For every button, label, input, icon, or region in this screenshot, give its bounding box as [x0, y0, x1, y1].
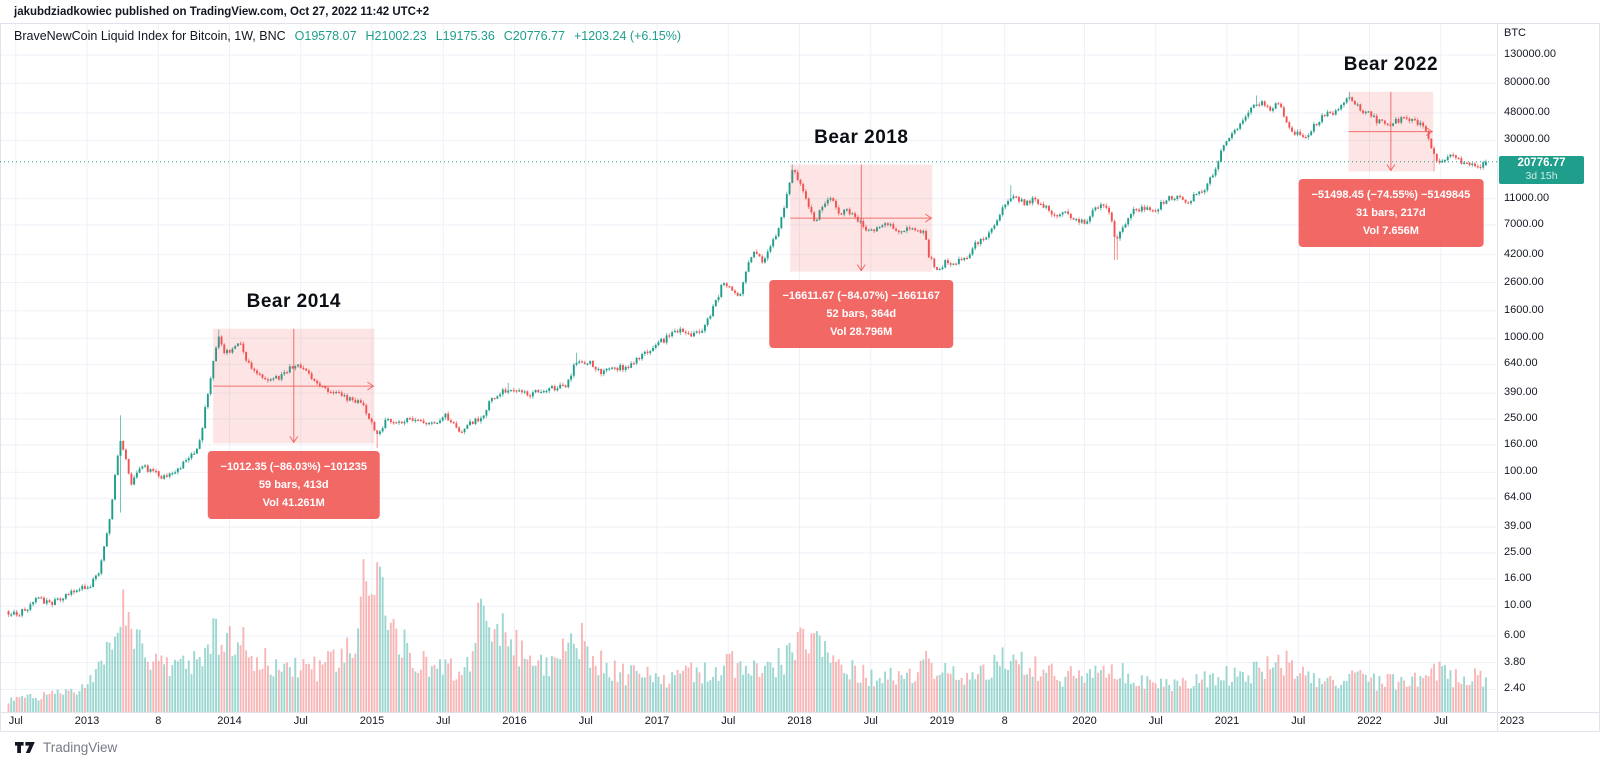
- time-axis-label: 2023: [1499, 715, 1525, 727]
- ohlc-close: C20776.77: [503, 29, 565, 43]
- attribution-text: jakubdziadkowiec published on TradingVie…: [14, 5, 430, 18]
- price-axis-label: 4200.00: [1504, 247, 1544, 260]
- price-axis-label: 30000.00: [1504, 133, 1550, 146]
- time-axis-label: Jul: [863, 715, 878, 727]
- time-axis-label: Jul: [578, 715, 593, 727]
- time-axis-label: Jul: [436, 715, 451, 727]
- time-axis-label: Jul: [8, 715, 23, 727]
- price-axis-label: 7000.00: [1504, 218, 1544, 231]
- time-axis-label: 2019: [929, 715, 955, 727]
- measure-bars: 52 bars, 364d: [826, 307, 897, 320]
- tradingview-logo-text[interactable]: TradingView: [43, 740, 118, 755]
- time-axis-label: Jul: [1433, 715, 1448, 727]
- measure-label-bear-2014[interactable]: −1012.35 (−86.03%) −101235 59 bars, 413d…: [207, 451, 381, 520]
- price-axis-label: 1600.00: [1504, 303, 1544, 316]
- time-axis-label: 8: [1001, 715, 1008, 727]
- price-axis-label: 2600.00: [1504, 275, 1544, 288]
- price-axis-unit: BTC: [1504, 27, 1526, 39]
- time-axis-label: 2018: [787, 715, 812, 727]
- measure-change: −51498.45 (−74.55%) −5149845: [1311, 189, 1471, 202]
- ohlc-change: +1203.24 (+6.15%): [573, 29, 681, 43]
- tradingview-logo-icon[interactable]: [14, 741, 36, 754]
- grid: [0, 24, 1497, 712]
- ohlc-open: O19578.07: [294, 29, 357, 43]
- volume-series: [7, 559, 1487, 712]
- measure-label-bear-2022[interactable]: −51498.45 (−74.55%) −5149845 31 bars, 21…: [1298, 179, 1484, 248]
- footer: TradingView: [14, 740, 117, 755]
- price-axis-label: 2.40: [1504, 682, 1526, 695]
- bar-countdown: 3d 15h: [1525, 170, 1558, 182]
- measure-volume: Vol 41.261M: [262, 497, 325, 510]
- time-axis-label: 2020: [1072, 715, 1097, 727]
- time-axis-label: 2021: [1214, 715, 1240, 727]
- price-axis-label: 3.80: [1504, 655, 1526, 668]
- price-axis-label: 640.00: [1504, 357, 1538, 370]
- price-axis-label: 48000.00: [1504, 105, 1550, 118]
- time-axis-label: 2015: [359, 715, 385, 727]
- price-axis-label: 100.00: [1504, 465, 1538, 478]
- price-axis-label: 160.00: [1504, 437, 1538, 450]
- measure-change: −1012.35 (−86.03%) −101235: [220, 461, 368, 474]
- ohlc-low: L19175.36: [435, 29, 495, 43]
- symbol-title: BraveNewCoin Liquid Index for Bitcoin, 1…: [14, 29, 286, 43]
- time-axis-label: 2014: [217, 715, 242, 727]
- annotation-title-bear-2022[interactable]: Bear 2022: [1343, 53, 1439, 75]
- measure-bars: 31 bars, 217d: [1356, 207, 1426, 220]
- time-axis-label: 8: [155, 715, 162, 727]
- measure-bars: 59 bars, 413d: [258, 479, 329, 492]
- time-axis-label: Jul: [1148, 715, 1163, 727]
- measure-volume: Vol 7.656M: [1362, 225, 1419, 238]
- measurement-bear-2014[interactable]: [213, 328, 375, 444]
- price-axis-label: 10.00: [1504, 599, 1532, 612]
- time-axis-label: Jul: [293, 715, 308, 727]
- price-axis-label: 16.00: [1504, 571, 1532, 584]
- price-axis-label: 11000.00: [1504, 191, 1550, 204]
- time-axis-label: 2013: [74, 715, 100, 727]
- measure-label-bear-2018[interactable]: −16611.67 (−84.07%) −1661167 52 bars, 36…: [769, 279, 954, 348]
- price-axis-label: 6.00: [1504, 628, 1526, 641]
- last-price-badge: 20776.77 3d 15h: [1499, 156, 1584, 184]
- price-axis-label: 39.00: [1504, 520, 1532, 533]
- measurement-bear-2022[interactable]: [1348, 91, 1434, 172]
- measure-change: −16611.67 (−84.07%) −1661167: [782, 289, 941, 302]
- annotation-title-bear-2018[interactable]: Bear 2018: [814, 126, 909, 148]
- price-axis-label: 130000.00: [1504, 48, 1556, 60]
- annotation-title-bear-2014[interactable]: Bear 2014: [246, 290, 341, 312]
- price-axis-label: 80000.00: [1504, 76, 1550, 89]
- attribution-bar: jakubdziadkowiec published on TradingVie…: [0, 0, 1600, 23]
- time-axis-label: 2017: [644, 715, 670, 727]
- time-axis-label: 2016: [502, 715, 527, 727]
- time-axis-label: Jul: [721, 715, 736, 727]
- candlestick-series: [7, 91, 1487, 618]
- price-axis-label: 25.00: [1504, 545, 1532, 558]
- time-axis-label: 2022: [1357, 715, 1382, 727]
- time-axis-label: Jul: [1291, 715, 1306, 727]
- measurement-bear-2018[interactable]: [790, 164, 933, 272]
- price-axis-label: 390.00: [1504, 386, 1538, 399]
- price-axis-label: 64.00: [1504, 491, 1532, 504]
- last-price-value: 20776.77: [1517, 157, 1566, 169]
- measure-volume: Vol 28.796M: [830, 325, 893, 338]
- price-axis-label: 1000.00: [1504, 331, 1544, 344]
- symbol-header: BraveNewCoin Liquid Index for Bitcoin, 1…: [14, 29, 681, 43]
- ohlc-high: H21002.23: [365, 29, 427, 43]
- price-axis-label: 250.00: [1504, 411, 1538, 424]
